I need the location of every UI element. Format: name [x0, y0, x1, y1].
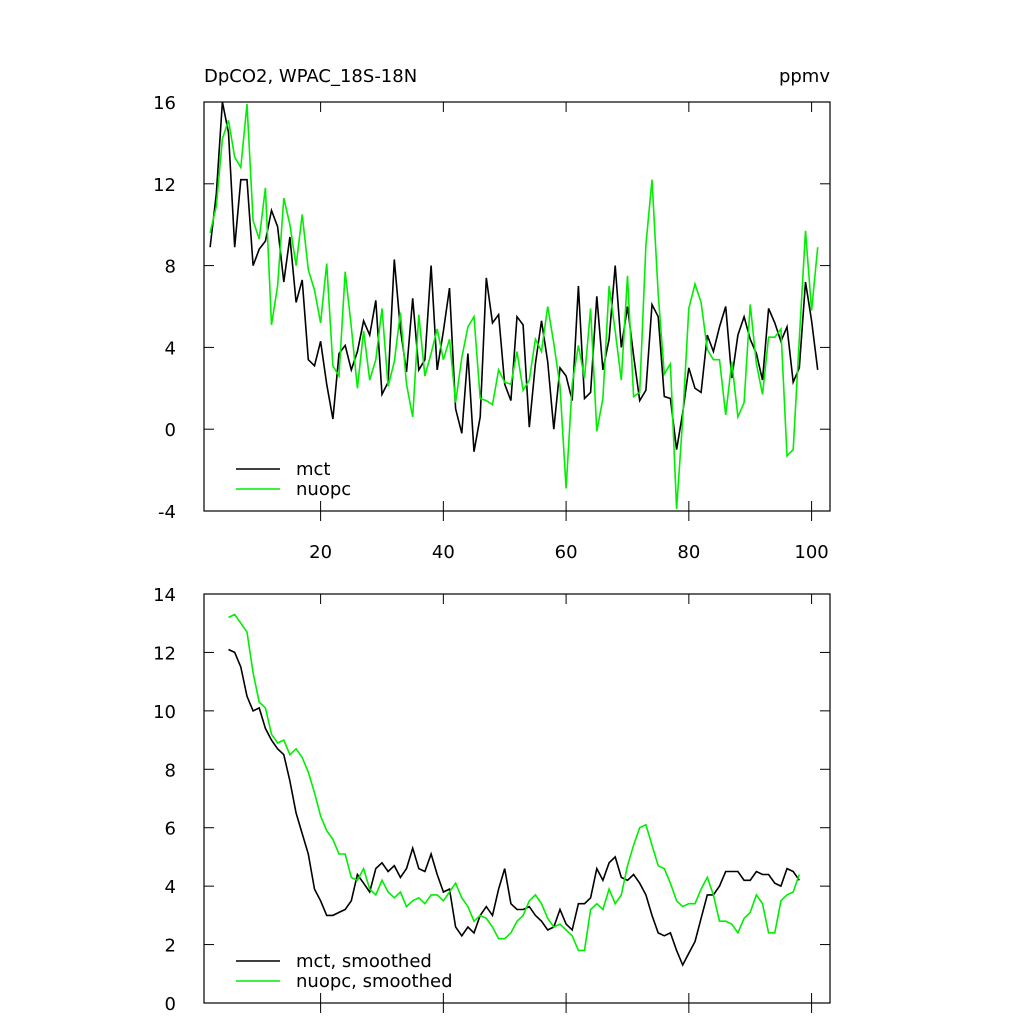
legend-label: nuopc — [296, 479, 351, 500]
y-tick-label: 10 — [153, 702, 176, 723]
x-tick-label: 100 — [794, 542, 828, 563]
y-tick-label: 0 — [165, 994, 176, 1015]
y-tick-label: 8 — [165, 257, 176, 278]
y-tick-label: 0 — [165, 420, 176, 441]
data-line — [228, 613, 801, 952]
x-tick-label: 40 — [432, 542, 455, 563]
y-tick-label: 14 — [153, 585, 176, 606]
y-tick-label: 4 — [165, 877, 176, 898]
data-line — [228, 648, 800, 967]
legend-label: mct — [296, 459, 331, 480]
data-line — [209, 101, 819, 452]
y-tick-label: 6 — [165, 819, 176, 840]
y-tick-label: 2 — [165, 936, 176, 957]
y-tick-label: 8 — [165, 760, 176, 781]
legend-label: nuopc, smoothed — [296, 971, 453, 992]
y-tick-label: 16 — [153, 93, 176, 114]
plot-frame — [203, 101, 831, 512]
x-tick-label: 20 — [309, 542, 332, 563]
x-tick-label: 60 — [555, 542, 578, 563]
y-tick-label: 4 — [165, 338, 176, 359]
y-tick-label: 12 — [153, 643, 176, 664]
units-label: ppmv — [779, 66, 830, 87]
legend-label: mct, smoothed — [296, 951, 432, 972]
y-tick-label: -4 — [158, 502, 176, 523]
plot-frame — [203, 593, 831, 1004]
x-tick-label: 80 — [677, 542, 700, 563]
data-line — [209, 103, 819, 510]
y-tick-label: 12 — [153, 175, 176, 196]
chart-title: DpCO2, WPAC_18S-18N — [204, 66, 417, 87]
